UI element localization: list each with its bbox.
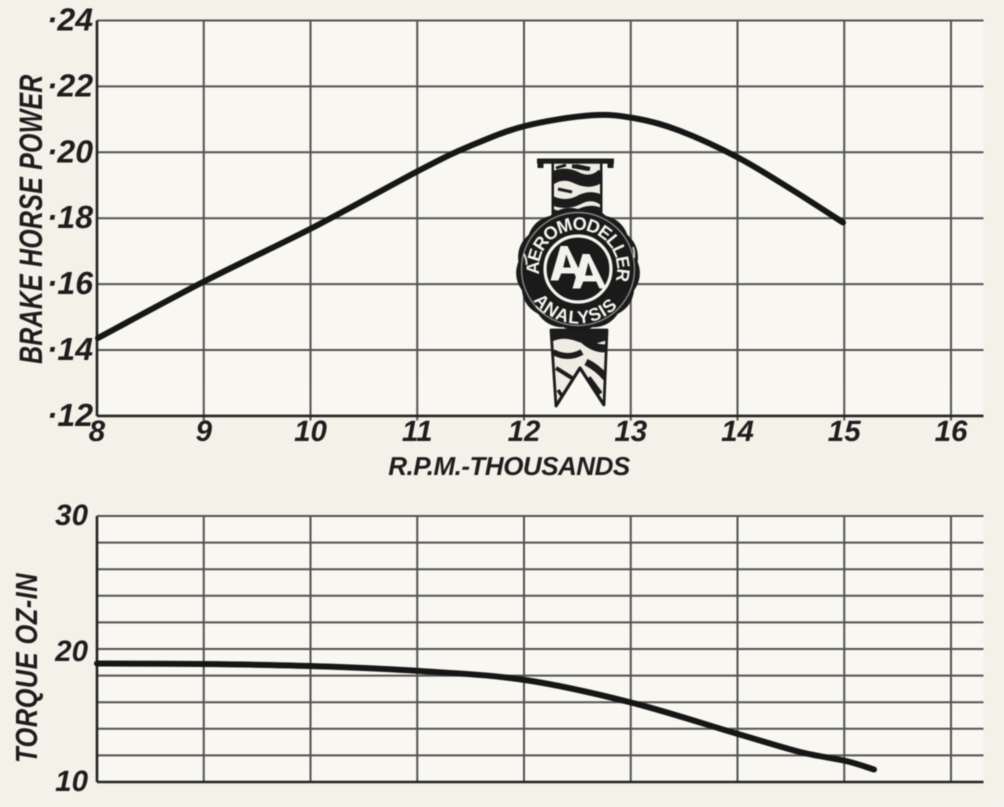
svg-text:·12: ·12	[47, 397, 93, 433]
svg-text:·20: ·20	[47, 133, 93, 169]
svg-text:15: 15	[828, 415, 861, 448]
svg-text:10: 10	[294, 415, 327, 448]
svg-text:·24: ·24	[47, 2, 93, 38]
svg-text:14: 14	[721, 415, 754, 448]
svg-text:20: 20	[54, 635, 88, 668]
svg-text:11: 11	[402, 415, 433, 448]
svg-text:12: 12	[508, 415, 541, 448]
svg-text:9: 9	[196, 415, 213, 448]
svg-text:10: 10	[55, 765, 88, 798]
svg-text:16: 16	[935, 415, 968, 448]
svg-text:·14: ·14	[47, 331, 93, 367]
svg-text:R.P.M.-THOUSANDS: R.P.M.-THOUSANDS	[388, 451, 631, 481]
svg-text:·22: ·22	[47, 67, 93, 103]
svg-text:8: 8	[89, 415, 106, 448]
svg-text:·18: ·18	[47, 199, 93, 235]
svg-text:13: 13	[614, 415, 647, 448]
svg-text:BRAKE HORSE POWER: BRAKE HORSE POWER	[13, 74, 49, 364]
svg-text:TORQUE OZ-IN: TORQUE OZ-IN	[11, 573, 45, 763]
svg-text:30: 30	[55, 499, 88, 532]
svg-text:·16: ·16	[47, 265, 93, 301]
